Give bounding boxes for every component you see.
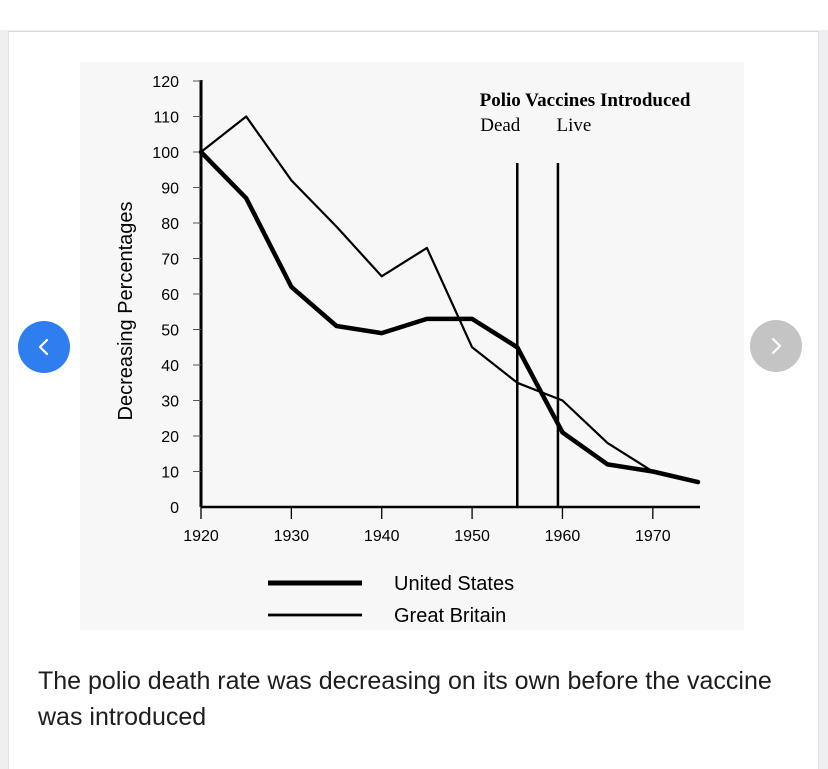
x-tick-label: 1920 — [183, 528, 219, 545]
vaccine-marker-label: Dead — [480, 115, 521, 136]
y-tick-label: 110 — [153, 110, 179, 127]
y-axis-title: Decreasing Percentages — [115, 201, 137, 420]
y-tick-label: 30 — [161, 394, 179, 411]
vaccine-marker-label: Live — [557, 115, 592, 136]
legend-label: Great Britain — [394, 605, 506, 627]
chevron-left-icon — [38, 338, 49, 356]
chart-image: 0 10 20 30 40 50 60 70 80 90 100 110 120 1920 1930 1940… — [80, 62, 744, 630]
y-tick-label: 20 — [161, 429, 179, 446]
y-tick-label: 100 — [152, 145, 179, 162]
x-tick-label: 1950 — [454, 528, 490, 545]
y-tick-label: 120 — [152, 74, 179, 91]
series-line — [199, 115, 700, 484]
y-tick-label: 70 — [161, 252, 179, 269]
y-tick-label: 50 — [161, 323, 179, 340]
annotation-title: Polio Vaccines Introduced — [480, 90, 691, 111]
x-tick-label: 1960 — [545, 528, 581, 545]
image-caption: The polio death rate was decreasing on i… — [38, 667, 772, 731]
y-tick-label: 40 — [161, 358, 179, 375]
series-line — [198, 149, 701, 485]
previous-image-button[interactable] — [18, 321, 70, 373]
y-tick-label: 0 — [170, 500, 179, 517]
y-tick-label: 80 — [161, 216, 179, 233]
polio-chart: 0 10 20 30 40 50 60 70 80 90 100 110 120 1920 1930 1940… — [115, 74, 701, 627]
next-image-button[interactable] — [750, 320, 802, 372]
y-tick-label: 60 — [161, 287, 179, 304]
y-tick-label: 10 — [161, 465, 179, 482]
legend-label: United States — [394, 573, 514, 595]
x-tick-label: 1930 — [274, 528, 310, 545]
x-tick-label: 1940 — [364, 528, 400, 545]
x-tick-label: 1970 — [635, 528, 671, 545]
chevron-right-icon — [771, 337, 782, 355]
top-gap — [0, 0, 828, 30]
y-tick-label: 90 — [161, 181, 179, 198]
